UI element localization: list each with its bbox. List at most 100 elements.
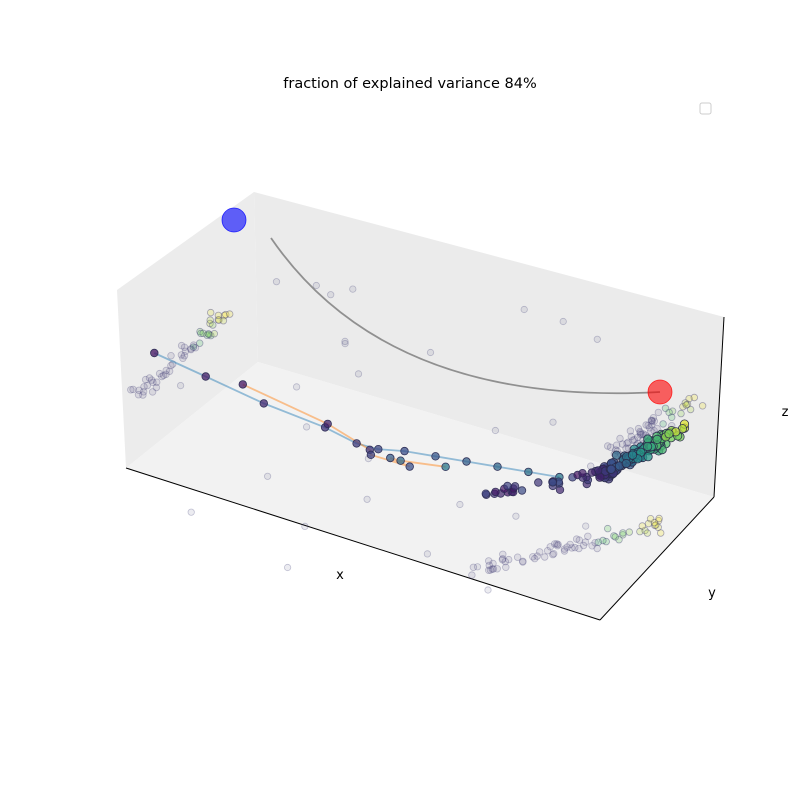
legend-box <box>699 102 712 115</box>
projection-point <box>489 559 497 568</box>
projection-point <box>205 330 213 339</box>
trajectory-point <box>201 372 210 381</box>
projection-point <box>127 386 135 394</box>
cluster-point <box>627 450 638 460</box>
projection-point <box>219 317 228 325</box>
projection-point <box>499 555 507 563</box>
projection-point <box>215 316 223 324</box>
trajectory-point <box>491 487 500 497</box>
cluster-point <box>606 464 616 474</box>
projection-point <box>488 565 496 573</box>
projection-point <box>158 372 166 381</box>
projection-point <box>642 421 650 429</box>
projection-point <box>354 370 363 378</box>
projection-point <box>641 526 649 535</box>
projection-point <box>302 423 311 431</box>
projection-point <box>220 311 228 320</box>
projection-point <box>636 429 644 437</box>
projection-point <box>529 553 537 561</box>
cluster-point <box>642 441 653 452</box>
projection-point <box>167 352 175 360</box>
projection-point <box>327 291 335 299</box>
projection-point <box>531 554 539 563</box>
projection-point <box>647 416 656 424</box>
trajectory-point <box>462 457 471 466</box>
projection-point <box>423 550 431 558</box>
projection-point <box>604 524 612 533</box>
projection-point <box>135 386 143 394</box>
projection-point <box>566 540 574 549</box>
projection-point <box>571 543 579 552</box>
projection-point <box>618 440 627 448</box>
projection-point <box>643 529 652 537</box>
trajectory-point <box>481 489 490 498</box>
projection-point <box>221 310 230 319</box>
projection-point <box>655 514 663 523</box>
projection-point <box>636 527 644 536</box>
projection-point <box>594 538 602 546</box>
trajectory-point <box>259 399 268 408</box>
trajectory-point <box>400 446 409 456</box>
projection-point <box>292 383 301 391</box>
trajectory-point <box>405 462 414 471</box>
projection-point <box>686 405 695 414</box>
projection-point <box>168 360 177 368</box>
projection-point <box>167 361 175 370</box>
projection-point <box>682 401 690 409</box>
projection-point <box>581 538 590 546</box>
projection-point <box>341 339 349 348</box>
projection-point <box>162 370 170 378</box>
projection-point <box>582 522 590 530</box>
trajectory-point <box>524 467 533 477</box>
projection-point <box>610 532 618 540</box>
projection-point <box>498 556 507 564</box>
projection-point <box>634 433 642 441</box>
projection-point <box>602 537 610 546</box>
projection-point <box>636 427 644 436</box>
projection-point <box>341 337 349 345</box>
trajectory-point <box>396 456 405 465</box>
projection-point <box>626 427 635 435</box>
projection-point <box>599 536 607 545</box>
projection-point <box>624 438 632 446</box>
cluster-point <box>611 450 622 460</box>
projection-point <box>650 417 658 425</box>
projection-point <box>647 427 655 435</box>
projection-point <box>553 540 561 548</box>
projection-point <box>520 305 528 314</box>
projection-point <box>541 553 549 561</box>
projection-point <box>644 519 653 528</box>
projection-point <box>575 544 583 553</box>
projection-point <box>149 378 157 386</box>
projection-point <box>619 529 627 537</box>
projection-point <box>489 565 498 573</box>
projection-point <box>654 523 662 531</box>
projection-point <box>152 378 161 386</box>
projection-point <box>301 522 309 531</box>
projection-point <box>187 345 195 354</box>
pane-floor <box>126 362 714 620</box>
trajectory-line <box>153 352 560 478</box>
projection-point <box>197 329 205 338</box>
projection-point <box>572 535 581 543</box>
projection-point <box>162 366 170 375</box>
projection-point <box>611 533 619 541</box>
projection-point <box>485 561 493 570</box>
pane-back-right <box>254 192 724 497</box>
projection-point <box>502 563 510 571</box>
projection-point <box>677 409 685 418</box>
projection-point <box>139 391 147 399</box>
x-axis-line <box>125 467 601 621</box>
projection-point <box>657 529 665 537</box>
projection-point <box>681 399 689 407</box>
projection-point <box>554 540 562 549</box>
projection-point <box>141 375 150 384</box>
projection-point <box>559 317 567 326</box>
trajectory-point <box>352 439 361 448</box>
projection-point <box>180 352 189 360</box>
projection-point <box>604 442 612 450</box>
projection-point <box>630 436 639 444</box>
projection-point <box>654 517 663 525</box>
projection-point <box>129 385 137 394</box>
projection-point <box>647 417 656 425</box>
